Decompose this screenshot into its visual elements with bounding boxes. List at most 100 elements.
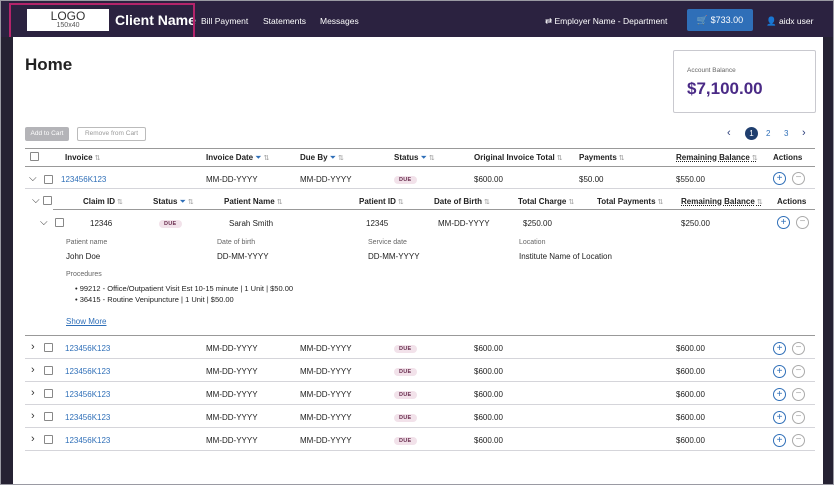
sort-icon: ⇅: [657, 199, 664, 206]
sort-icon: ⇅: [117, 199, 123, 206]
col-status[interactable]: Status ⏷ ⇅: [394, 153, 435, 162]
status-badge: DUE: [394, 176, 417, 184]
balance-label: Account Balance: [687, 67, 736, 74]
chevron-right-icon[interactable]: ›: [31, 341, 35, 353]
remaining-balance: $600.00: [676, 436, 705, 445]
user-menu[interactable]: 👤 aidx user: [766, 16, 813, 27]
invoice-date: MM-DD-YYYY: [206, 344, 258, 353]
row-checkbox[interactable]: [44, 389, 53, 398]
balance-value: $7,100.00: [687, 79, 763, 98]
remove-icon[interactable]: −: [792, 388, 805, 401]
add-to-cart-button[interactable]: Add to Cart: [25, 127, 69, 141]
add-icon[interactable]: +: [773, 365, 786, 378]
account-balance-card: Account Balance $7,100.00: [673, 50, 816, 113]
chevron-left-icon[interactable]: ‹: [727, 127, 731, 139]
sort-icon: ⇅: [187, 199, 194, 206]
col-patient-id[interactable]: Patient ID ⇅: [359, 197, 404, 206]
logo-placeholder[interactable]: LOGO 150x40: [27, 9, 109, 31]
chevron-right-icon[interactable]: ›: [802, 127, 806, 139]
invoice-link[interactable]: 123456K123: [65, 413, 111, 422]
sort-icon: ⇅: [556, 155, 563, 162]
remove-icon[interactable]: −: [792, 172, 805, 185]
col-claim-status[interactable]: Status ⏷ ⇅: [153, 197, 194, 206]
invoice-date: MM-DD-YYYY: [206, 175, 258, 184]
show-more-link[interactable]: Show More: [66, 317, 107, 326]
sort-icon: ⇅: [94, 155, 101, 162]
page-3[interactable]: 3: [784, 129, 789, 138]
col-total-charge[interactable]: Total Charge ⇅: [518, 197, 575, 206]
chevron-down-icon[interactable]: ⌵: [29, 173, 37, 184]
col-claim-id[interactable]: Claim ID ⇅: [83, 197, 123, 206]
col-remaining[interactable]: Remaining Balance ⇅: [676, 153, 758, 162]
col-claim-remaining[interactable]: Remaining Balance ⇅: [681, 197, 763, 206]
add-icon[interactable]: +: [773, 434, 786, 447]
row-checkbox[interactable]: [44, 412, 53, 421]
chevron-right-icon[interactable]: ›: [31, 364, 35, 376]
invoice-link[interactable]: 123456K123: [65, 344, 111, 353]
col-due-by[interactable]: Due By ⏷ ⇅: [300, 153, 344, 162]
remove-icon[interactable]: −: [796, 216, 809, 229]
dob-label: Date of birth: [217, 239, 256, 246]
row-checkbox[interactable]: [44, 175, 53, 184]
status-badge: DUE: [394, 414, 417, 422]
remove-icon[interactable]: −: [792, 365, 805, 378]
add-icon[interactable]: +: [773, 411, 786, 424]
divider: [25, 188, 815, 189]
sort-icon: ⇅: [751, 155, 758, 162]
nav-messages[interactable]: Messages: [320, 16, 359, 26]
filter-icon: ⏷: [255, 153, 262, 162]
status-badge: DUE: [394, 345, 417, 353]
chevron-right-icon[interactable]: ›: [31, 433, 35, 445]
invoice-date: MM-DD-YYYY: [206, 436, 258, 445]
col-dob[interactable]: Date of Birth ⇅: [434, 197, 490, 206]
row-checkbox[interactable]: [44, 435, 53, 444]
invoice-link[interactable]: 123456K123: [65, 367, 111, 376]
logo-size-text: 150x40: [56, 22, 80, 29]
col-invoice[interactable]: Invoice ⇅: [65, 153, 101, 162]
add-icon[interactable]: +: [777, 216, 790, 229]
sort-icon: ⇅: [337, 155, 344, 162]
claim-checkbox[interactable]: [55, 218, 64, 227]
select-all-claims-checkbox[interactable]: [43, 196, 52, 205]
chevron-right-icon[interactable]: ›: [31, 410, 35, 422]
nav-bill-payment[interactable]: Bill Payment: [201, 16, 249, 26]
left-gutter: [1, 37, 13, 484]
select-all-checkbox[interactable]: [30, 152, 39, 161]
add-icon[interactable]: +: [773, 342, 786, 355]
due-by: MM-DD-YYYY: [300, 390, 352, 399]
row-checkbox[interactable]: [44, 343, 53, 352]
cart-button[interactable]: 🛒 $733.00: [687, 9, 753, 31]
procedure-item: • 99212 - Office/Outpatient Visit Est 10…: [75, 284, 294, 293]
switch-icon: ⇄: [545, 16, 553, 26]
col-invoice-date[interactable]: Invoice Date ⏷ ⇅: [206, 153, 270, 162]
row-checkbox[interactable]: [44, 366, 53, 375]
detail-location: Institute Name of Location: [519, 252, 612, 261]
sort-icon: ⇅: [484, 199, 490, 206]
nav-statements[interactable]: Statements: [263, 16, 306, 26]
page-1[interactable]: 1: [745, 127, 758, 140]
page-2[interactable]: 2: [766, 129, 771, 138]
col-total-payments[interactable]: Total Payments ⇅: [597, 197, 664, 206]
original-total: $600.00: [474, 367, 503, 376]
chevron-down-icon[interactable]: ⌵: [40, 217, 48, 228]
remove-icon[interactable]: −: [792, 342, 805, 355]
invoice-link[interactable]: 123456K123: [61, 175, 107, 184]
add-icon[interactable]: +: [773, 388, 786, 401]
add-icon[interactable]: +: [773, 172, 786, 185]
col-original-total[interactable]: Original Invoice Total ⇅: [474, 153, 563, 162]
status-badge: DUE: [394, 368, 417, 376]
original-total: $600.00: [474, 344, 503, 353]
client-name: Client Name: [115, 12, 196, 28]
remove-icon[interactable]: −: [792, 411, 805, 424]
invoice-link[interactable]: 123456K123: [65, 436, 111, 445]
chevron-down-icon[interactable]: ⌵: [32, 195, 40, 206]
col-payments[interactable]: Payments ⇅: [579, 153, 625, 162]
chevron-right-icon[interactable]: ›: [31, 387, 35, 399]
invoice-link[interactable]: 123456K123: [65, 390, 111, 399]
remaining-balance: $600.00: [676, 413, 705, 422]
col-patient-name[interactable]: Patient Name ⇅: [224, 197, 283, 206]
employer-switcher[interactable]: ⇄ Employer Name - Department: [545, 16, 667, 27]
remove-icon[interactable]: −: [792, 434, 805, 447]
remove-from-cart-button[interactable]: Remove from Cart: [77, 127, 146, 141]
